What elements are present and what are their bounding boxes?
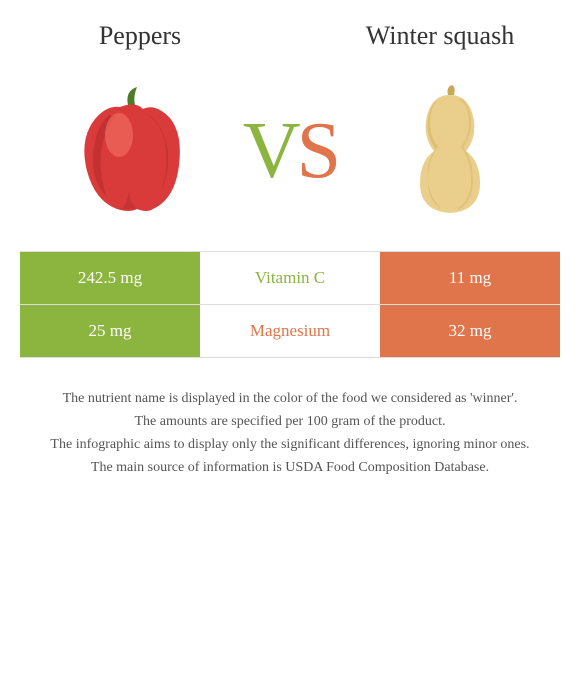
nutrient-value-right: 32 mg xyxy=(380,305,560,358)
food-title-right: Winter squash xyxy=(350,20,530,51)
footer-line: The main source of information is USDA F… xyxy=(20,457,560,478)
nutrient-name: Magnesium xyxy=(200,305,380,358)
footer-line: The amounts are specified per 100 gram o… xyxy=(20,411,560,432)
squash-image xyxy=(380,81,520,221)
vs-s: S xyxy=(297,107,338,195)
footer-notes: The nutrient name is displayed in the co… xyxy=(0,388,580,478)
pepper-icon xyxy=(65,81,195,221)
footer-line: The infographic aims to display only the… xyxy=(20,434,560,455)
vs-v: V xyxy=(243,107,297,195)
nutrient-row: 25 mgMagnesium32 mg xyxy=(20,305,560,358)
footer-line: The nutrient name is displayed in the co… xyxy=(20,388,560,409)
nutrient-value-left: 25 mg xyxy=(20,305,200,358)
nutrient-row: 242.5 mgVitamin C11 mg xyxy=(20,252,560,305)
squash-icon xyxy=(400,81,500,221)
nutrient-table: 242.5 mgVitamin C11 mg25 mgMagnesium32 m… xyxy=(20,251,560,358)
nutrient-value-left: 242.5 mg xyxy=(20,252,200,305)
nutrient-name: Vitamin C xyxy=(200,252,380,305)
images-row: VS xyxy=(0,61,580,251)
vs-label: VS xyxy=(243,106,337,197)
header: Peppers Winter squash xyxy=(0,0,580,61)
pepper-image xyxy=(60,81,200,221)
nutrient-value-right: 11 mg xyxy=(380,252,560,305)
food-title-left: Peppers xyxy=(50,21,230,51)
